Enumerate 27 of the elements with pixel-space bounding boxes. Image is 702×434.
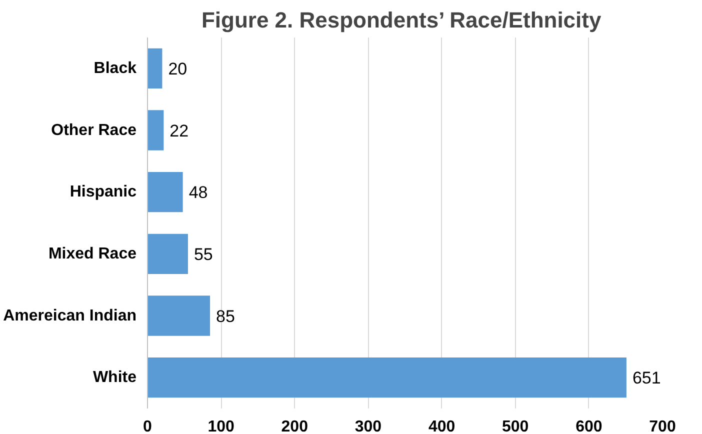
y-tick-label: Amereican Indian [3, 307, 136, 324]
y-tick-label: Black [94, 60, 137, 77]
data-label: 85 [216, 306, 235, 326]
data-label: 48 [188, 183, 208, 202]
y-tick-label: White [92, 369, 137, 386]
x-tick-label: 200 [281, 418, 308, 434]
bar [148, 48, 162, 89]
data-label: 55 [194, 244, 213, 264]
y-tick-label: Other Race [51, 122, 137, 139]
y-tick-label: Hispanic [70, 184, 137, 201]
bar [148, 296, 210, 336]
x-tick-label: 300 [354, 418, 382, 434]
y-tick-label: Mixed Race [48, 245, 137, 262]
data-label: 651 [632, 368, 661, 388]
bar [148, 357, 626, 398]
x-tick-label: 500 [502, 418, 529, 434]
bar [148, 172, 183, 212]
bar [148, 110, 164, 150]
x-tick-label: 400 [428, 418, 456, 434]
data-label: 22 [170, 121, 189, 140]
data-label: 20 [168, 59, 188, 78]
chart-title: Figure 2. Respondents’ Race/Ethnicity [201, 8, 602, 32]
bar [148, 234, 188, 274]
x-tick-label: 600 [576, 418, 602, 434]
x-tick-label: 100 [208, 418, 235, 434]
x-tick-label: 0 [143, 418, 152, 434]
x-tick-label: 700 [649, 418, 676, 434]
